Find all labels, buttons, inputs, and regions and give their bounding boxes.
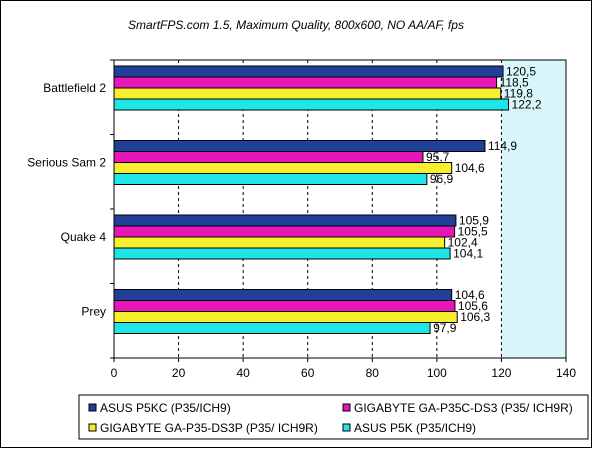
legend-swatch	[88, 423, 97, 432]
data-label: 104,6	[455, 288, 485, 302]
data-label: 106,3	[460, 310, 490, 324]
bar-asus-p5kc-p35-ich9-quake-4	[113, 214, 457, 227]
data-label: 104,6	[455, 161, 485, 175]
data-label: 105,6	[458, 299, 488, 313]
bar-gigabyte-ga-p35c-ds3-p35-ich9r-serious-sam-2	[113, 151, 424, 163]
legend-swatch	[342, 423, 351, 432]
data-label: 95,7	[426, 150, 450, 164]
bar-gigabyte-ga-p35-ds3p-p35-ich9r-quake-4	[113, 236, 446, 249]
x-tick-label: 20	[172, 366, 186, 380]
bar-gigabyte-ga-p35-ds3p-p35-ich9r-serious-sam-2	[113, 162, 453, 174]
data-label: 122,2	[512, 98, 542, 112]
bar-asus-p5k-p35-ich9-battlefield-2	[113, 98, 510, 111]
bar-asus-p5k-p35-ich9-prey	[113, 322, 431, 334]
legend-swatch	[342, 403, 351, 412]
data-label: 120,5	[506, 65, 536, 79]
data-label: 97,9	[433, 321, 457, 335]
data-label: 105,9	[459, 214, 489, 228]
bar-gigabyte-ga-p35c-ds3-p35-ich9r-battlefield-2	[113, 76, 498, 89]
bar-gigabyte-ga-p35c-ds3-p35-ich9r-quake-4	[113, 225, 456, 238]
bar-gigabyte-ga-p35-ds3p-p35-ich9r-battlefield-2	[113, 87, 502, 100]
bar-asus-p5kc-p35-ich9-battlefield-2	[113, 65, 504, 78]
bar-gigabyte-ga-p35c-ds3-p35-ich9r-prey	[113, 300, 456, 312]
data-label: 105,5	[458, 225, 488, 239]
data-label: 118,5	[500, 76, 529, 90]
data-label: 104,1	[453, 247, 483, 261]
highlight-region	[501, 60, 566, 358]
x-tick-label: 40	[236, 366, 250, 380]
legend-label: GIGABYTE GA-P35C-DS3 (P35/ ICH9R)	[354, 401, 573, 415]
data-label: 119,8	[504, 87, 533, 101]
category-label-prey: Prey	[81, 305, 106, 319]
legend-label: ASUS P5K (P35/ICH9)	[354, 421, 476, 435]
x-tick-label: 0	[111, 366, 118, 380]
chart-title: SmartFPS.com 1.5, Maximum Quality, 800x6…	[128, 18, 464, 32]
x-tick-label: 60	[301, 366, 315, 380]
legend-label: GIGABYTE GA-P35-DS3P (P35/ ICH9R)	[100, 421, 318, 435]
category-label-serious-sam-2: Serious Sam 2	[27, 156, 106, 170]
legend-label: ASUS P5KC (P35/ICH9)	[100, 401, 231, 415]
category-label-battlefield-2: Battlefield 2	[43, 81, 106, 95]
x-tick-label: 120	[491, 366, 511, 380]
bar-asus-p5k-p35-ich9-quake-4	[113, 247, 451, 260]
x-tick-label: 80	[366, 366, 380, 380]
x-tick-label: 100	[427, 366, 447, 380]
data-label: 96,9	[430, 172, 454, 186]
category-label-quake-4: Quake 4	[61, 230, 107, 244]
legend-swatch	[88, 403, 97, 412]
bar-gigabyte-ga-p35-ds3p-p35-ich9r-prey	[113, 311, 458, 323]
bar-asus-p5k-p35-ich9-serious-sam-2	[113, 173, 428, 185]
x-tick-label: 140	[556, 366, 576, 380]
legend	[78, 394, 589, 440]
bar-asus-p5kc-p35-ich9-prey	[113, 289, 453, 301]
data-label: 102,4	[448, 236, 478, 250]
data-label: 114,9	[488, 139, 517, 153]
